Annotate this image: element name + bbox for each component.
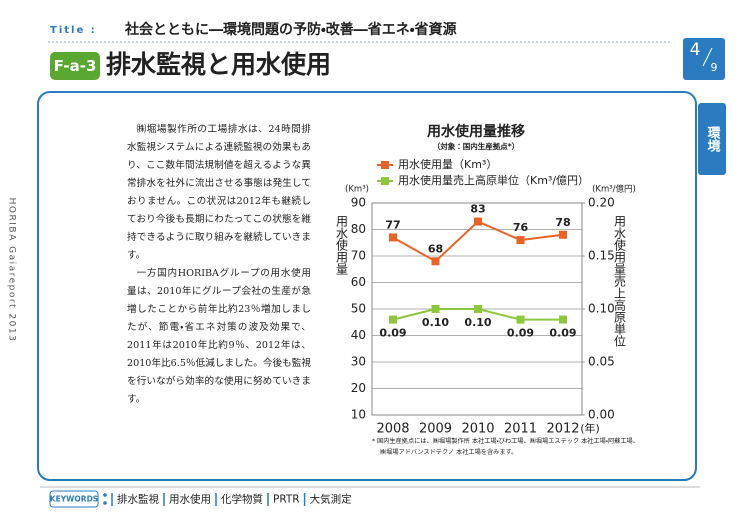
page-number: 4 [690, 40, 701, 60]
y-tick-label: 10 [351, 408, 366, 422]
page-box [683, 38, 725, 80]
keyword: 化学物質 [221, 493, 263, 506]
keywords: 排水監視 用水使用 化学物質 PRTR 大気測定 [111, 493, 352, 506]
y-unit: (Km³) [345, 185, 369, 195]
data-label: 83 [470, 203, 485, 216]
paragraph: ㈱堀場製作所の工場排水は、24時間排水監視システムによる連続監視の効果もあり、こ… [127, 124, 311, 261]
data-label: 0.09 [549, 327, 576, 340]
content-panel [37, 91, 697, 481]
keyword: 用水使用 [169, 493, 211, 506]
data-label: 0.10 [422, 316, 449, 329]
data-point [474, 305, 482, 313]
page-slash [702, 47, 713, 67]
legend-marker [381, 161, 389, 169]
x-tick-label: 2012 [546, 422, 579, 437]
side-tab [698, 103, 726, 175]
keyword: PRTR [273, 494, 300, 506]
body-text: ㈱堀場製作所の工場排水は、24時間排水監視システムによる連続監視の効果もあり、こ… [127, 121, 311, 409]
code-badge [50, 52, 100, 80]
y-tick-label: 70 [351, 249, 366, 263]
x-axis-unit: (年) [580, 421, 600, 435]
keywords-badge [49, 490, 99, 508]
chart-subtitle: （対象：国内生産拠点*） [433, 141, 519, 151]
y2-unit: (Km³/億円) [592, 184, 636, 195]
footnote: ㈱堀場アドバンスドテクノ 本社工場を含みます。 [380, 448, 517, 456]
y2-tick-label: 0.10 [588, 302, 615, 316]
x-tick-label: 2010 [461, 422, 494, 437]
series-line [392, 220, 564, 263]
y-tick-label: 60 [351, 275, 366, 289]
keyword: 大気測定 [310, 493, 352, 506]
data-point [389, 315, 397, 324]
y2-tick-label: 0.05 [588, 355, 615, 369]
page-total: 9 [711, 61, 718, 74]
side-text: HORIBA Gaiareport 2013 [7, 198, 17, 343]
y2-tick-label: 0.00 [588, 408, 615, 422]
y2-axis-title: 用水使用量売上高原単位 [613, 215, 627, 347]
data-point [516, 236, 525, 245]
y-tick-label: 90 [351, 196, 366, 210]
plot-frame [371, 202, 583, 416]
legend-label: 用水使用量（Km³） [398, 158, 497, 171]
y-tick-label: 40 [351, 328, 366, 342]
data-label: 0.10 [464, 316, 491, 329]
keyword: 排水監視 [117, 493, 159, 506]
y-tick-label: 20 [351, 381, 366, 395]
y2-tick-label: 0.15 [588, 249, 615, 263]
legend-label: 用水使用量売上高原単位（Km³/億円） [398, 173, 589, 187]
data-point [559, 315, 567, 324]
y-axis-title: 用水使用量 [335, 215, 349, 275]
data-point [559, 230, 567, 239]
page-title: 社会とともに―環境問題の予防・改善―省エネ・省資源 [124, 21, 457, 38]
y-tick-label: 50 [351, 302, 366, 316]
data-point [516, 315, 525, 324]
data-point [474, 217, 482, 226]
data-point [431, 305, 440, 313]
code-text: F-a-3 [54, 57, 97, 75]
keywords-label: KEYWORDS [50, 495, 98, 504]
y2-tick-label: 0.20 [588, 196, 615, 210]
data-point [431, 257, 440, 266]
colon-dot [103, 501, 107, 505]
data-label: 76 [513, 221, 529, 234]
footnote: * 国内生産拠点には、㈱堀場製作所 本社工場・びわ工場、㈱堀場エステック 本社工… [372, 437, 639, 445]
data-point [389, 233, 397, 242]
y-tick-label: 30 [351, 355, 366, 369]
data-label: 68 [428, 242, 443, 255]
data-label: 77 [385, 218, 400, 231]
x-tick-label: 2008 [376, 422, 409, 437]
heading: 排水監視と用水使用 [106, 50, 331, 79]
x-tick-label: 2011 [504, 422, 537, 437]
y-tick-label: 80 [351, 222, 366, 236]
x-tick-label: 2009 [419, 422, 452, 437]
chart-title: 用水使用量推移 [427, 123, 525, 140]
paragraph: 一方国内HORIBAグループの用水使用量は、2010年にグループ会社の生産が急増… [127, 268, 311, 405]
data-label: 0.09 [507, 327, 534, 340]
title-label: Title : [50, 25, 97, 36]
data-label: 0.09 [379, 327, 406, 340]
colon-dot [103, 493, 107, 497]
data-label: 78 [555, 216, 570, 229]
side-tab-text: 環境 [705, 126, 721, 153]
legend-marker [381, 177, 389, 185]
